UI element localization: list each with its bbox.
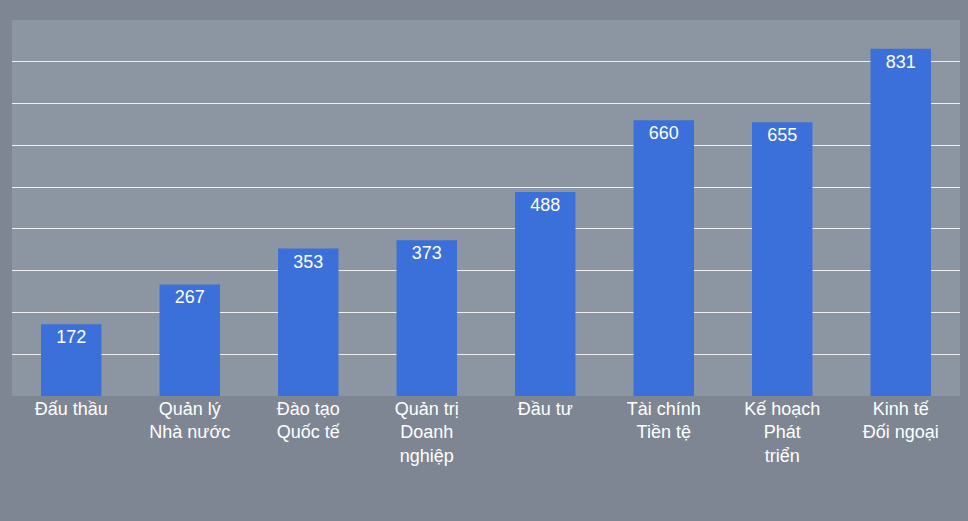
svg-text:831: 831 bbox=[886, 52, 916, 72]
svg-text:172: 172 bbox=[56, 327, 86, 347]
svg-text:Đào tạoQuốc tế: Đào tạoQuốc tế bbox=[277, 399, 340, 442]
svg-text:488: 488 bbox=[530, 195, 560, 215]
svg-text:Kinh tếĐối ngoại: Kinh tếĐối ngoại bbox=[863, 399, 939, 442]
svg-text:660: 660 bbox=[649, 123, 679, 143]
svg-text:267: 267 bbox=[175, 287, 205, 307]
svg-text:Quản lýNhà nước: Quản lýNhà nước bbox=[149, 399, 230, 442]
svg-text:373: 373 bbox=[412, 243, 442, 263]
svg-text:Quản trịDoanhnghiệp: Quản trịDoanhnghiệp bbox=[395, 399, 459, 466]
svg-text:Đầu tư: Đầu tư bbox=[518, 399, 573, 419]
svg-text:655: 655 bbox=[767, 125, 797, 145]
svg-text:Kế hoạchPháttriển: Kế hoạchPháttriển bbox=[744, 399, 820, 466]
svg-text:353: 353 bbox=[293, 252, 323, 272]
svg-text:Tài chínhTiền tệ: Tài chínhTiền tệ bbox=[627, 399, 701, 442]
svg-text:Đấu thầu: Đấu thầu bbox=[35, 399, 108, 419]
